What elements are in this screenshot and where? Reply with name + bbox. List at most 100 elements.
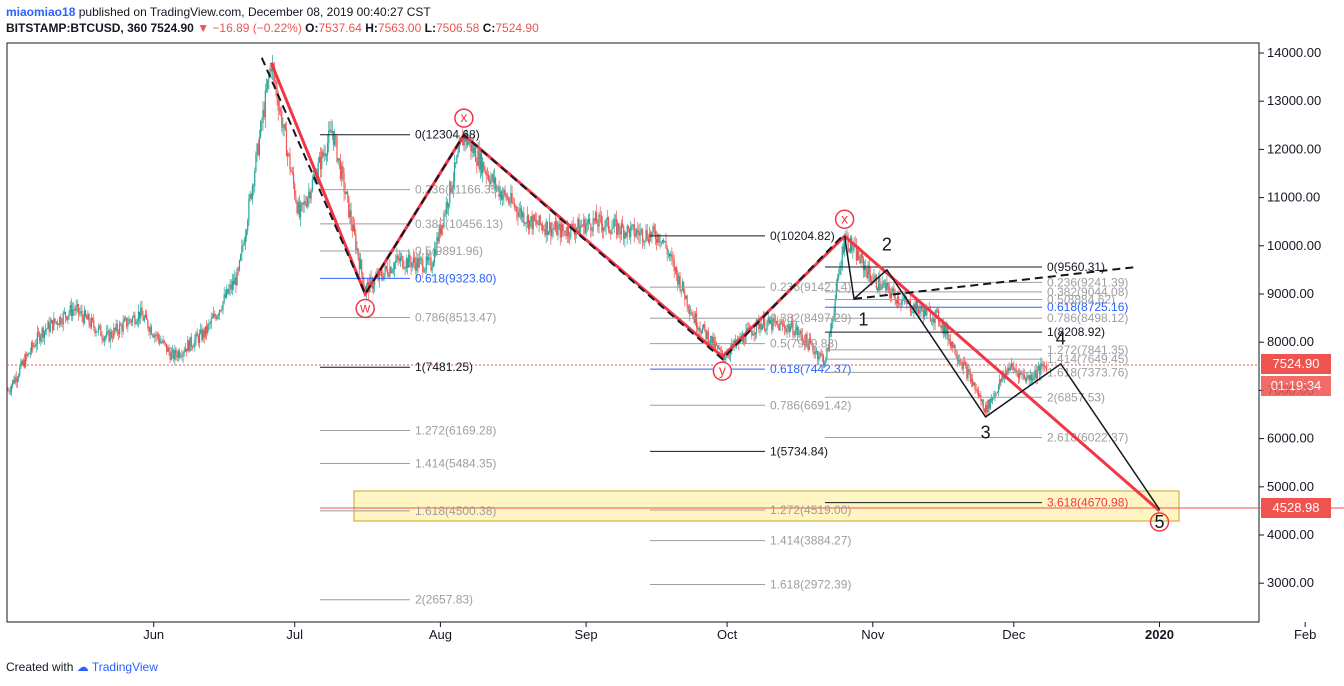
fib-label: 1.272(6169.28) <box>415 423 496 437</box>
candle-body <box>611 228 613 234</box>
candle-body <box>544 229 546 236</box>
candle-body <box>634 234 637 237</box>
candle-body <box>551 228 553 237</box>
candle-body <box>430 257 432 271</box>
candle-body <box>893 288 895 294</box>
candle-body <box>93 320 95 328</box>
candle-body <box>194 339 196 347</box>
candle-body <box>485 171 487 176</box>
candle-body <box>123 319 125 322</box>
candle-body <box>1037 366 1040 371</box>
candle-body <box>618 223 620 232</box>
candle-body <box>54 318 56 323</box>
symbol-label: BITSTAMP:BTCUSD, 360 <box>6 21 148 35</box>
wave-label-x: x <box>841 210 848 226</box>
candle-body <box>240 254 242 261</box>
candle-body <box>800 330 802 336</box>
candle-body <box>630 226 632 238</box>
candle-body <box>675 266 678 274</box>
tradingview-link[interactable]: TradingView <box>91 660 158 674</box>
candle-body <box>33 345 35 348</box>
current-price-badge: 7524.90 <box>1261 354 1331 374</box>
candle-body <box>876 287 879 291</box>
candle-body <box>818 357 820 360</box>
candle-body <box>401 256 403 258</box>
candle-body <box>235 277 237 286</box>
candle-body <box>322 151 324 156</box>
candle-body <box>167 347 169 352</box>
candle-body <box>64 312 67 317</box>
candle-body <box>512 201 514 203</box>
author-link[interactable]: miaomiao18 <box>6 5 76 19</box>
candle-body <box>244 235 246 245</box>
candle-body <box>616 218 618 235</box>
candle-body <box>274 71 276 82</box>
candle-body <box>265 88 268 91</box>
candle-body <box>767 317 769 323</box>
candle-body <box>771 320 773 330</box>
candle-body <box>663 239 665 243</box>
fib-label: 0.618(8725.16) <box>1047 300 1128 314</box>
candle-body <box>483 162 485 172</box>
candle-body <box>220 310 222 311</box>
candle-body <box>1021 372 1023 375</box>
candle-body <box>939 322 941 326</box>
candle-body <box>443 213 445 228</box>
candle-body <box>166 343 168 352</box>
y-tick-label: 6000.00 <box>1267 431 1314 446</box>
candle-body <box>342 166 344 174</box>
candle-body <box>717 345 719 349</box>
fib-label: 1(8208.92) <box>1047 325 1105 339</box>
candle-body <box>188 340 190 352</box>
candle-body <box>722 356 725 360</box>
wave-lines: w x y x 2 1 3 4 5 <box>260 57 1170 532</box>
candle-body <box>1001 374 1003 382</box>
candle-body <box>842 246 845 253</box>
candle-body <box>489 180 491 185</box>
candle-body <box>963 362 966 363</box>
y-tick-label: 5000.00 <box>1267 479 1314 494</box>
candle-body <box>87 314 89 320</box>
candle-body <box>177 351 179 358</box>
candle-body <box>589 218 591 224</box>
candle-body <box>452 181 454 189</box>
candle-body <box>230 284 232 290</box>
candle-body <box>898 296 900 304</box>
candle-body <box>341 166 343 179</box>
bar-countdown: 01:19:34 <box>1261 376 1331 396</box>
candle-body <box>510 193 512 204</box>
candle-body <box>659 241 661 243</box>
candle-body <box>725 357 727 359</box>
wave-label-circle <box>1149 512 1170 532</box>
candle-body <box>660 241 662 243</box>
fib-label: 0.5(8884.62) <box>1047 293 1115 307</box>
candle-body <box>592 218 594 232</box>
candle-body <box>310 190 312 199</box>
candle-body <box>346 191 349 196</box>
candle-body <box>399 257 402 261</box>
candle-body <box>1009 367 1011 371</box>
candle-body <box>543 229 545 231</box>
candle-body <box>539 215 541 225</box>
candle-body <box>833 313 835 320</box>
candle-body <box>1042 364 1044 367</box>
candle-body <box>374 278 376 286</box>
candle-body <box>549 222 551 232</box>
candle-body <box>413 257 416 264</box>
candle-body <box>468 142 470 145</box>
candle-body <box>335 135 337 138</box>
candle-body <box>628 228 631 238</box>
candle-body <box>507 198 510 203</box>
candle-body <box>470 140 472 152</box>
candle-body <box>214 313 216 317</box>
candle-body <box>92 318 94 321</box>
candle-body <box>221 309 223 311</box>
candle-body <box>517 212 519 217</box>
candle-body <box>1043 364 1045 367</box>
candle-body <box>647 239 649 243</box>
candle-body <box>713 337 715 348</box>
candle-body <box>14 377 16 384</box>
candle-body <box>135 323 137 325</box>
candle-body <box>999 379 1001 386</box>
